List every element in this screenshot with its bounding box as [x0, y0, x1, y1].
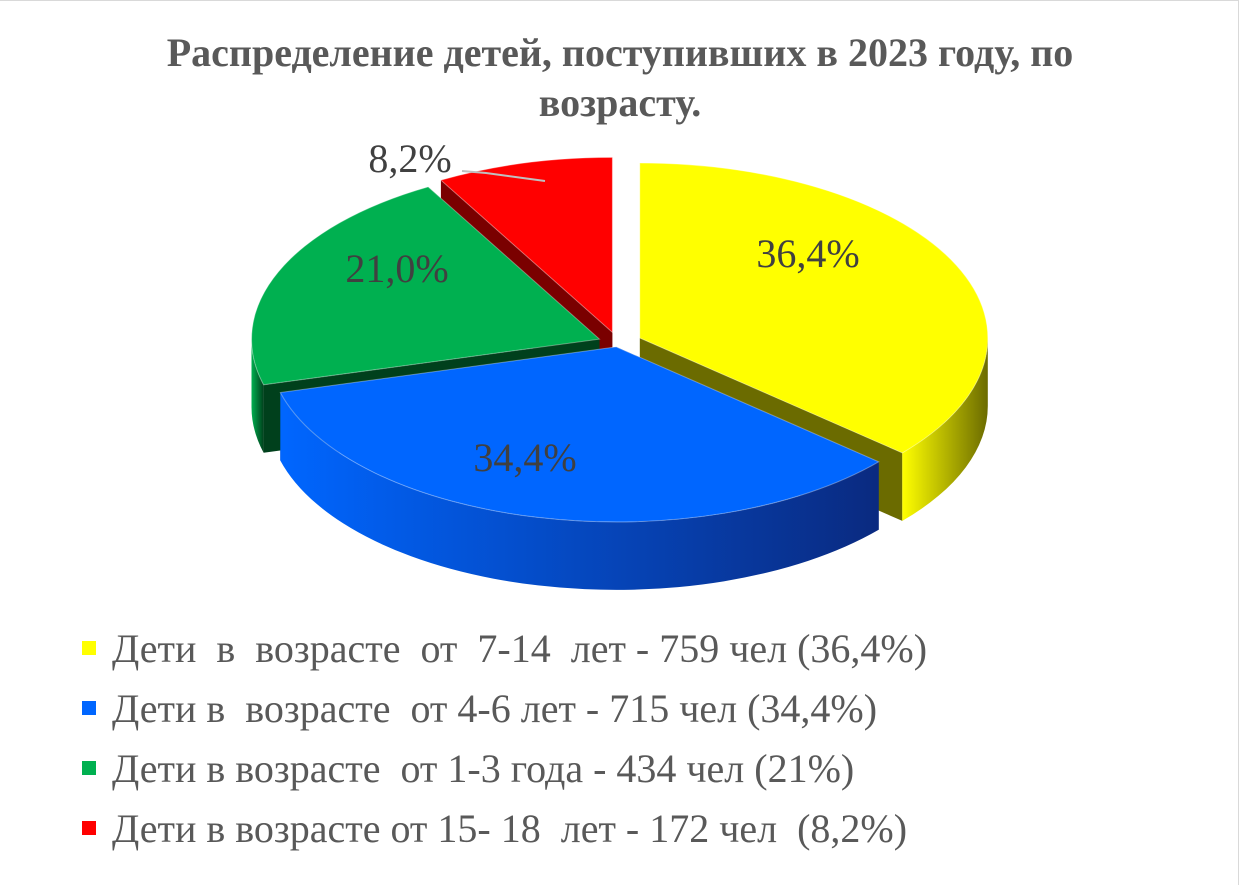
leader-line	[461, 170, 546, 182]
legend-item-4-6: Дети в возрасте от 4-6 лет - 715 чел (34…	[82, 678, 927, 738]
legend-swatch-green	[82, 761, 96, 775]
legend-label: Дети в возрасте от 15- 18 лет - 172 чел …	[112, 805, 908, 851]
legend-swatch-blue	[82, 701, 96, 715]
legend-label: Дети в возрасте от 4-6 лет - 715 чел (34…	[112, 685, 878, 731]
legend: Дети в возрасте от 7-14 лет - 759 чел (3…	[82, 618, 927, 858]
data-label: 21,0%	[345, 246, 448, 291]
legend-item-7-14: Дети в возрасте от 7-14 лет - 759 чел (3…	[82, 618, 927, 678]
pie-slice	[439, 156, 613, 334]
pie-slice	[639, 162, 989, 454]
legend-item-1-3: Дети в возрасте от 1-3 года - 434 чел (2…	[82, 738, 927, 798]
legend-swatch-yellow	[82, 641, 96, 655]
data-label: 36,4%	[756, 231, 859, 276]
data-label: 34,4%	[473, 435, 576, 480]
legend-label: Дети в возрасте от 7-14 лет - 759 чел (3…	[112, 625, 928, 671]
pie-slice	[251, 186, 601, 386]
pie-slice-wall	[280, 392, 879, 590]
pie-slice-wall	[251, 339, 264, 453]
data-label: 8,2%	[368, 136, 451, 181]
pie-slice-wall	[902, 338, 988, 521]
chart-title: Распределение детей, поступивших в 2023 …	[166, 30, 1074, 125]
legend-label: Дети в возрасте от 1-3 года - 434 чел (2…	[112, 745, 855, 791]
legend-item-15-18: Дети в возрасте от 15- 18 лет - 172 чел …	[82, 798, 927, 858]
pie-slice	[279, 346, 880, 523]
legend-swatch-red	[82, 821, 96, 835]
